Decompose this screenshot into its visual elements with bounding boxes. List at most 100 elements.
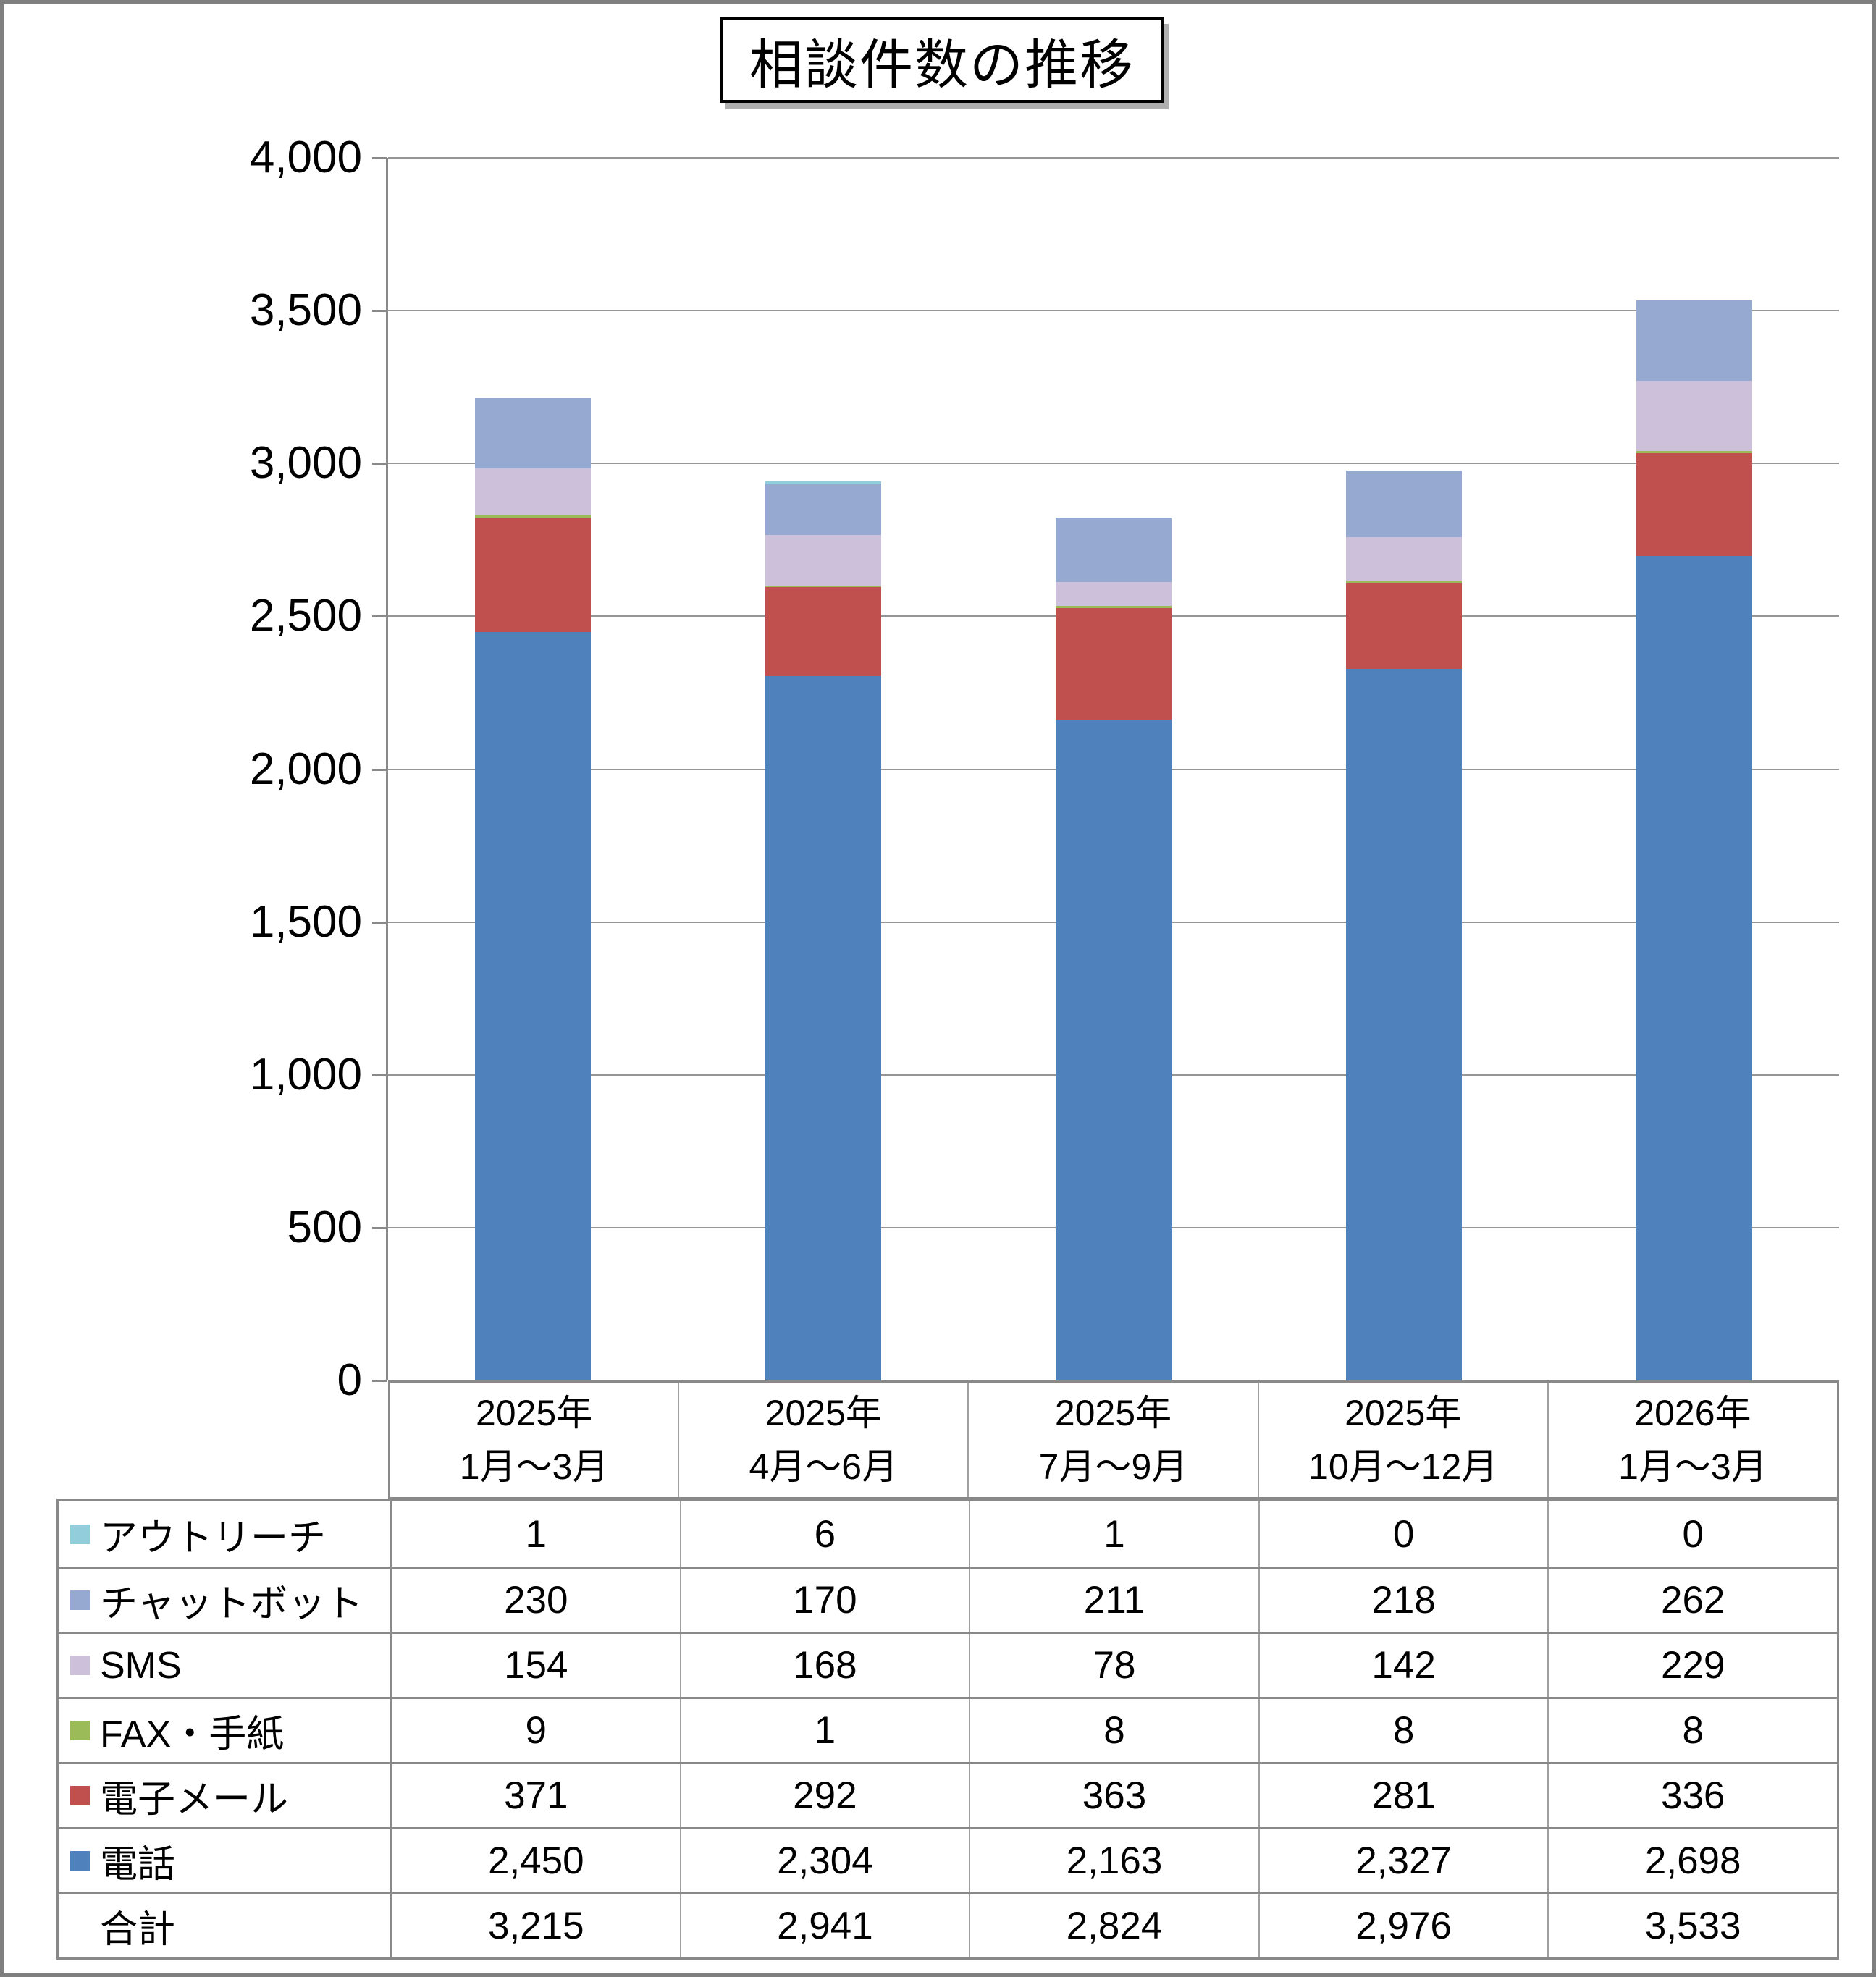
table-value-cell: 363 [969,1764,1258,1827]
bar-segment-チャットボット [765,483,882,536]
row-label-text: FAX・手紙 [100,1713,285,1755]
table-value-cell: 229 [1547,1634,1837,1697]
category-label-line: 2025年 [1054,1393,1172,1433]
table-value-cell: 8 [1258,1699,1548,1762]
table-value-cell: 2,163 [969,1829,1258,1892]
table-value-cell: 170 [679,1569,969,1632]
category-label-line: 1月〜3月 [1618,1446,1767,1487]
table-value-cell: 2,304 [679,1829,969,1892]
table-value-cell: 78 [969,1634,1258,1697]
category-label: 2025年 10月〜12月 [1257,1383,1547,1497]
legend-label-SMS: SMS [59,1634,390,1697]
table-value-cell: 8 [1547,1699,1837,1762]
y-axis-tick [372,463,387,465]
y-axis-line [386,158,388,1380]
y-axis-label: 4,000 [249,132,362,182]
table-value-cell: 6 [679,1501,969,1567]
bar-segment-FAX・手紙 [1345,581,1462,583]
table-value-cell: 218 [1258,1569,1548,1632]
y-axis-tick [372,1074,387,1076]
bar-segment-チャットボット [1345,471,1462,538]
y-axis-label: 2,000 [249,743,362,794]
gridline [388,310,1839,312]
table-value-cell: 0 [1547,1501,1837,1567]
bar-segment-SMS [765,535,882,587]
gridline [388,157,1839,159]
category-label: 2025年 4月〜6月 [678,1383,967,1497]
y-axis-label: 2,500 [249,591,362,641]
legend-swatch-icon [70,1786,90,1805]
row-label-text: 電話 [100,1844,176,1886]
bar-segment-SMS [1056,582,1172,607]
table-value-cell: 3,533 [1547,1894,1837,1957]
table-value-cell: 3,215 [390,1894,680,1957]
table-value-cell: 2,976 [1258,1894,1548,1957]
row-label-text: アウトリーチ [100,1517,327,1559]
data-table: アウトリーチ 1 6 1 0 0 チャットボット 230 170 211 218 262 SMS 154 1… [56,1499,1839,1960]
table-value-cell: 281 [1258,1764,1548,1827]
table-value-cell: 1 [969,1501,1258,1567]
table-value-cell: 2,327 [1258,1829,1548,1892]
bar-segment-電子メール [1056,608,1172,720]
table-row: アウトリーチ 1 6 1 0 0 [59,1501,1837,1567]
bar-segment-チャットボット [475,397,592,469]
table-row: 電子メール 371 292 363 281 336 [59,1762,1837,1827]
legend-swatch-icon [70,1851,90,1871]
legend-swatch-icon [70,1656,90,1675]
total-row-label: 合計 [59,1894,390,1957]
table-value-cell: 292 [679,1764,969,1827]
chart-title-text: 相談件数の推移 [749,34,1135,95]
bar-segment-SMS [1636,380,1752,451]
bar-segment-電子メール [475,518,592,632]
category-label-line: 2025年 [765,1393,882,1433]
legend-label-チャットボット: チャットボット [59,1569,390,1632]
table-row: SMS 154 168 78 142 229 [59,1632,1837,1697]
y-axis-label: 3,000 [249,438,362,489]
table-value-cell: 1 [390,1501,680,1567]
legend-label-電話: 電話 [59,1829,390,1892]
y-axis-tick [372,921,387,924]
table-value-cell: 336 [1547,1764,1837,1827]
category-label-line: 10月〜12月 [1308,1446,1498,1487]
y-axis-label: 1,000 [249,1049,362,1100]
table-value-cell: 371 [390,1764,680,1827]
bar-segment-電子メール [765,586,882,677]
y-axis-label: 500 [287,1202,362,1252]
y-axis-tick [372,1380,387,1382]
bar-segment-電話 [1636,555,1752,1380]
table-value-cell: 168 [679,1634,969,1697]
category-label: 2026年 1月〜3月 [1547,1383,1837,1497]
category-label-line: 2025年 [1345,1393,1462,1433]
category-label-line: 2026年 [1634,1393,1751,1433]
bar-segment-FAX・手紙 [1636,450,1752,453]
bar-segment-チャットボット [1056,518,1172,583]
legend-swatch-icon [70,1721,90,1740]
bar-segment-電子メール [1636,452,1752,556]
table-value-cell: 2,698 [1547,1829,1837,1892]
bar-segment-SMS [1345,537,1462,581]
gridline [388,463,1839,465]
stacked-bar [1056,517,1172,1380]
row-label-text: 合計 [100,1909,176,1951]
stacked-bar [765,481,882,1380]
table-value-cell: 2,450 [390,1829,680,1892]
row-label-text: チャットボット [100,1583,363,1625]
row-label-text: 電子メール [100,1779,289,1821]
table-value-cell: 2,824 [969,1894,1258,1957]
plot-area [372,157,1839,1382]
legend-label-電子メール: 電子メール [59,1764,390,1827]
table-value-cell: 0 [1258,1501,1548,1567]
row-label-text: SMS [100,1644,182,1687]
stacked-bar [475,397,592,1380]
legend-swatch-icon [70,1524,90,1544]
category-header-row: 2025年 1月〜3月 2025年 4月〜6月 2025年 7月〜9月 2025年 10月〜1… [388,1380,1839,1499]
y-axis-tick [372,310,387,313]
table-value-cell: 1 [679,1699,969,1762]
bar-segment-SMS [475,468,592,516]
stacked-bar [1345,471,1462,1380]
y-axis-label: 1,500 [249,896,362,947]
table-value-cell: 142 [1258,1634,1548,1697]
y-axis-label: 3,500 [249,285,362,336]
bar-segment-FAX・手紙 [1056,606,1172,609]
bar-segment-電話 [765,676,882,1380]
